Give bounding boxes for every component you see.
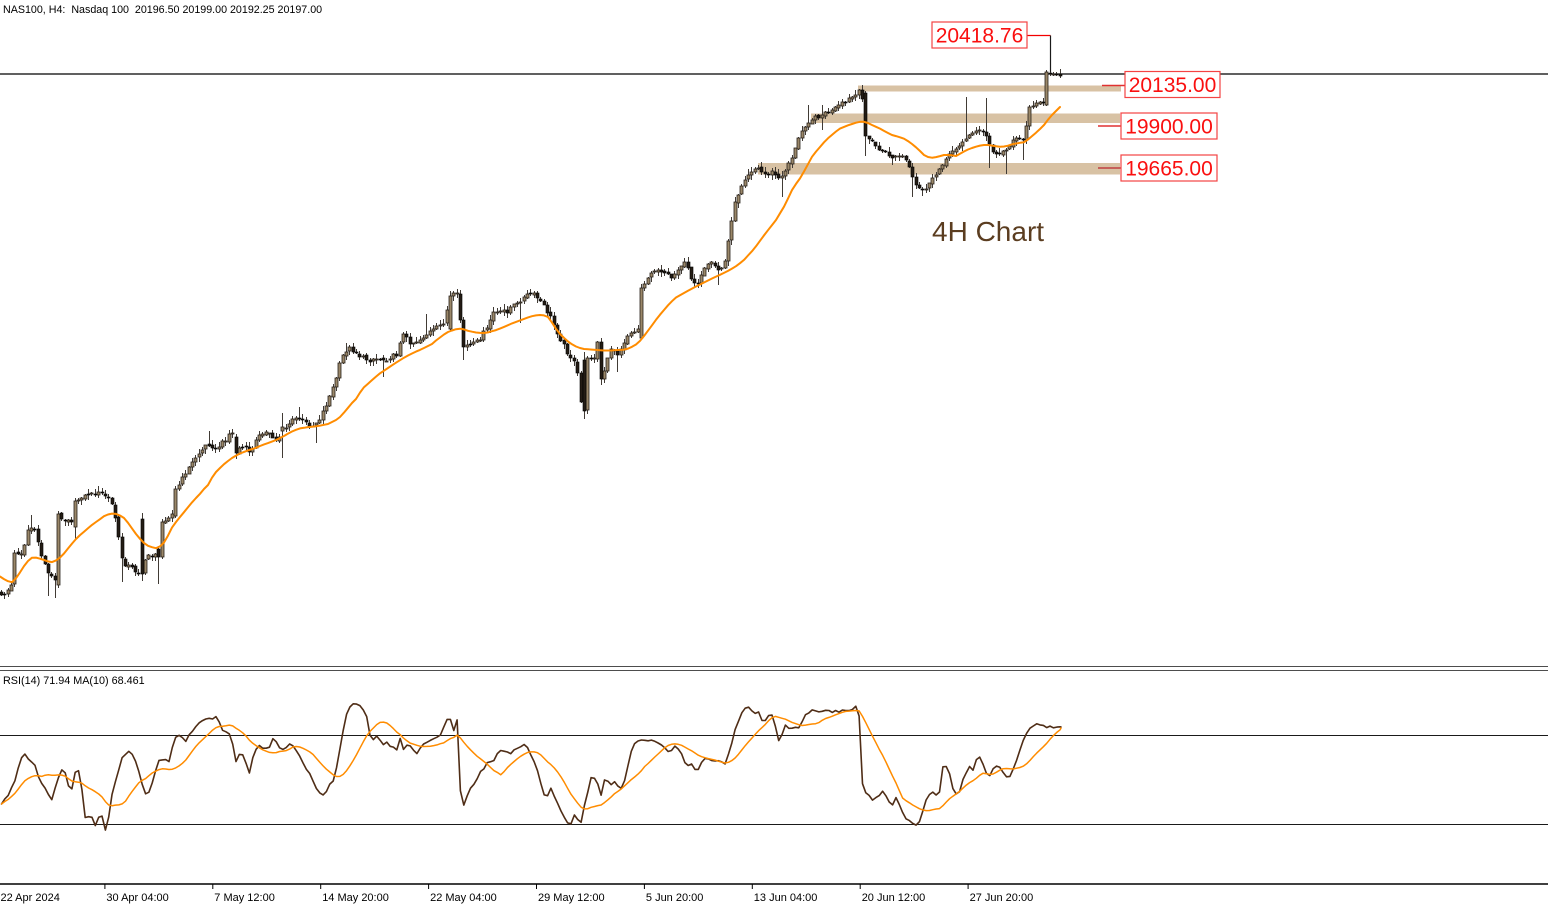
svg-text:NAS100, H4: Nasdaq 100 20196: NAS100, H4: Nasdaq 100 20196.50 20199.00… bbox=[3, 4, 322, 16]
svg-text:19900.00: 19900.00 bbox=[1125, 116, 1213, 139]
svg-text:30 Apr 04:00: 30 Apr 04:00 bbox=[106, 892, 168, 904]
svg-text:7 May 12:00: 7 May 12:00 bbox=[214, 892, 275, 904]
svg-text:22 Apr 2024: 22 Apr 2024 bbox=[1, 892, 60, 904]
svg-text:5 Jun 20:00: 5 Jun 20:00 bbox=[646, 892, 704, 904]
svg-text:14 May 20:00: 14 May 20:00 bbox=[322, 892, 389, 904]
svg-text:20135.00: 20135.00 bbox=[1129, 74, 1217, 97]
svg-text:27 Jun 20:00: 27 Jun 20:00 bbox=[970, 892, 1034, 904]
svg-text:22 May 04:00: 22 May 04:00 bbox=[430, 892, 497, 904]
svg-text:4H Chart: 4H Chart bbox=[932, 216, 1044, 247]
svg-text:29 May 12:00: 29 May 12:00 bbox=[538, 892, 605, 904]
svg-text:20418.76: 20418.76 bbox=[936, 25, 1024, 48]
svg-text:19665.00: 19665.00 bbox=[1125, 158, 1213, 181]
svg-text:20 Jun 12:00: 20 Jun 12:00 bbox=[862, 892, 926, 904]
svg-text:13 Jun 04:00: 13 Jun 04:00 bbox=[754, 892, 818, 904]
svg-text:RSI(14) 71.94 MA(10) 68.461: RSI(14) 71.94 MA(10) 68.461 bbox=[3, 675, 145, 687]
